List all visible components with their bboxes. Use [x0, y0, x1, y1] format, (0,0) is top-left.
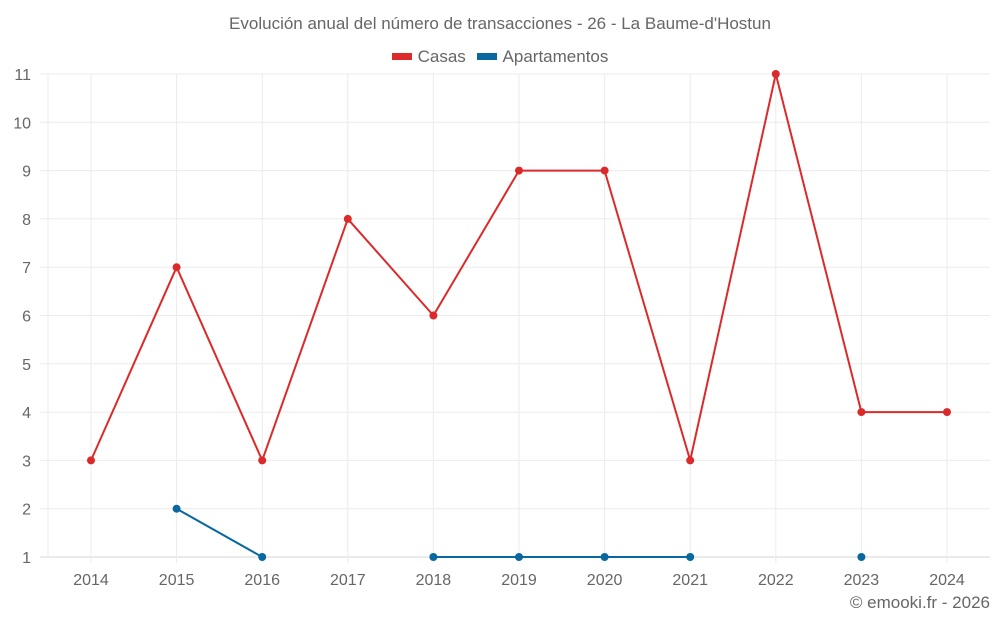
data-point[interactable] [600, 553, 609, 561]
data-point[interactable] [686, 456, 695, 465]
data-point[interactable] [600, 166, 609, 175]
x-tick-label: 2016 [244, 572, 280, 589]
x-tick-label: 2019 [501, 572, 537, 589]
y-tick-label: 3 [22, 453, 31, 470]
x-tick-label: 2021 [672, 572, 708, 589]
data-point[interactable] [172, 504, 181, 513]
x-tick-label: 2022 [758, 572, 794, 589]
legend-item-apartamentos[interactable]: Apartamentos [476, 46, 609, 67]
x-tick-label: 2020 [587, 572, 623, 589]
series-apartamentos [172, 504, 866, 561]
x-tick-label: 2015 [159, 572, 195, 589]
x-tick-label: 2024 [929, 572, 965, 589]
chart-legend: Casas Apartamentos [0, 45, 1000, 67]
data-point[interactable] [857, 553, 866, 561]
y-tick-label: 7 [22, 260, 31, 277]
x-tick-label: 2014 [73, 572, 109, 589]
legend-item-casas[interactable]: Casas [391, 46, 466, 67]
data-point[interactable] [429, 311, 438, 320]
data-point[interactable] [258, 553, 267, 561]
data-point[interactable] [258, 456, 267, 465]
data-point[interactable] [429, 553, 438, 561]
legend-swatch-apartamentos [476, 53, 497, 60]
data-point[interactable] [87, 456, 95, 465]
y-tick-label: 1 [22, 550, 31, 567]
data-point[interactable] [686, 553, 695, 561]
data-point[interactable] [857, 408, 866, 417]
x-tick-label: 2023 [844, 572, 880, 589]
y-tick-label: 10 [13, 115, 31, 132]
series-casas [87, 70, 951, 465]
data-point[interactable] [515, 166, 523, 175]
y-tick-label: 9 [22, 164, 31, 181]
grid [40, 73, 990, 563]
x-tick-label: 2017 [330, 572, 366, 589]
copyright-footer: © emooki.fr - 2026 [849, 593, 990, 612]
y-tick-label: 11 [14, 67, 31, 84]
data-point[interactable] [771, 70, 780, 78]
chart-title: Evolución anual del número de transaccio… [229, 14, 771, 33]
legend-label-apartamentos: Apartamentos [502, 46, 609, 66]
y-tick-label: 2 [22, 502, 31, 519]
data-point[interactable] [515, 553, 523, 561]
data-point[interactable] [343, 214, 352, 223]
legend-swatch-casas [391, 53, 412, 60]
data-point[interactable] [172, 263, 181, 272]
y-tick-label: 5 [22, 357, 31, 374]
x-tick-label: 2018 [416, 572, 452, 589]
y-tick-label: 6 [22, 309, 31, 326]
y-tick-label: 4 [22, 405, 31, 422]
legend-label-casas: Casas [417, 46, 466, 66]
y-tick-label: 8 [22, 212, 31, 229]
data-point[interactable] [943, 408, 951, 417]
